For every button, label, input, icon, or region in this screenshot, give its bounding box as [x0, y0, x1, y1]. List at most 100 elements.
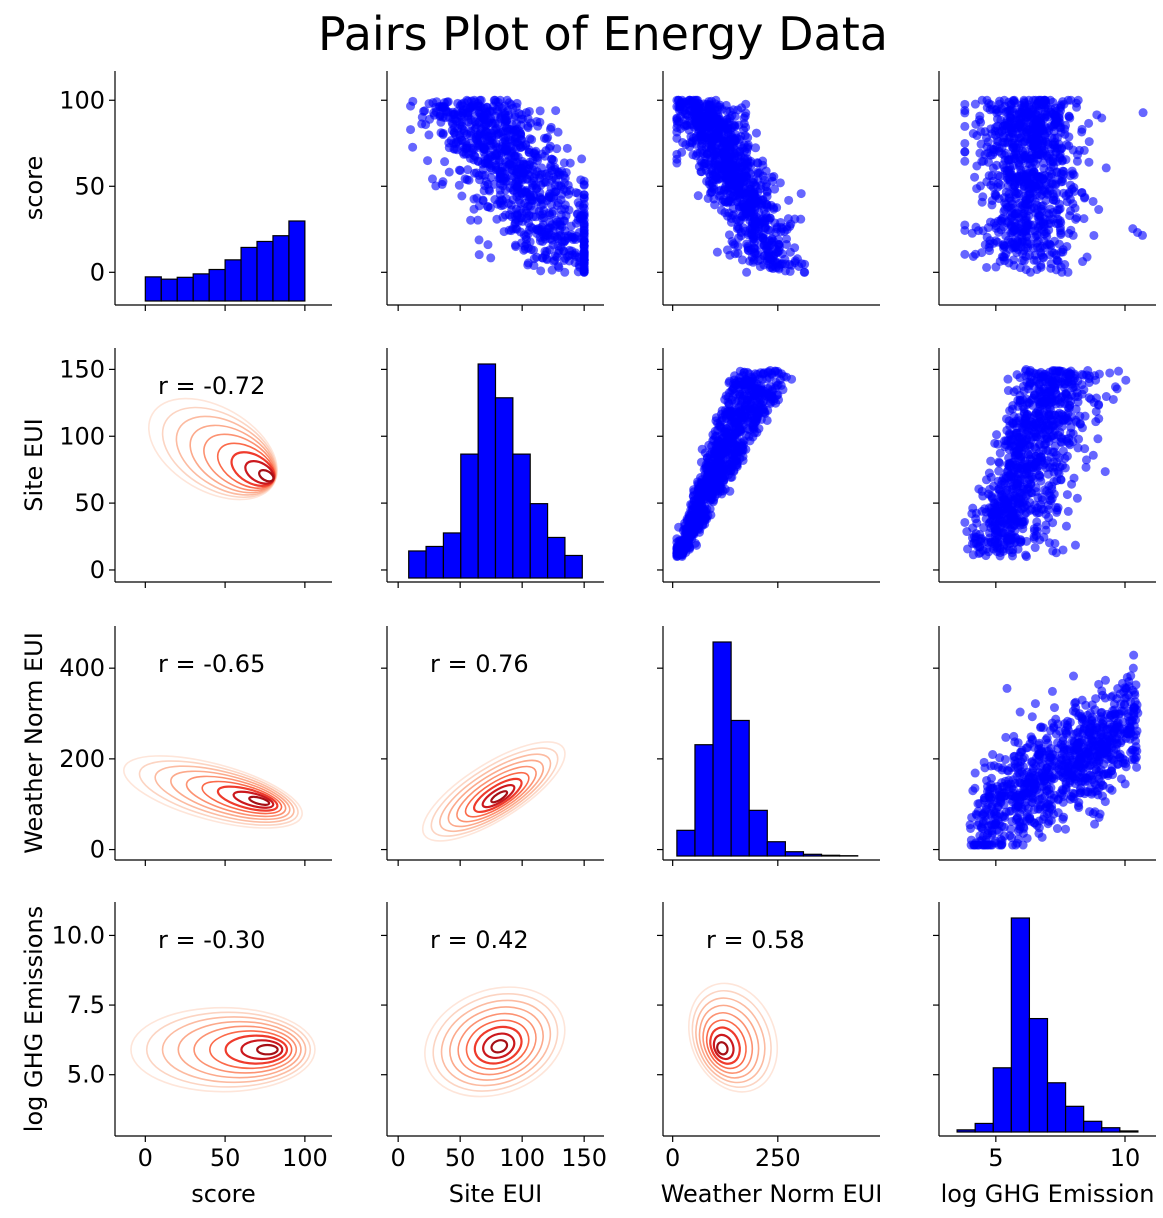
scatter-point [672, 116, 682, 126]
scatter-point [1006, 127, 1016, 137]
scatter-point [540, 250, 550, 260]
y-tick-label: 5.0 [67, 1061, 105, 1089]
scatter-point [796, 189, 806, 199]
scatter-point [1002, 536, 1012, 546]
scatter-point [730, 122, 740, 132]
hist-bar [224, 259, 242, 302]
scatter-point [1027, 147, 1037, 157]
scatter-point [518, 114, 528, 124]
scatter-point [994, 128, 1004, 138]
scatter-point [715, 462, 725, 472]
scatter-point [579, 263, 589, 273]
scatter-point [1128, 224, 1138, 234]
scatter-point [538, 220, 548, 230]
scatter-point [710, 168, 720, 178]
scatter-point [1043, 500, 1053, 510]
scatter-point [529, 149, 539, 159]
scatter-point [492, 214, 502, 224]
scatter-point [1056, 106, 1066, 116]
scatter-point [722, 167, 732, 177]
scatter-point [960, 147, 970, 157]
scatter-point [478, 196, 488, 206]
scatter-point [1013, 436, 1023, 446]
panel-log-ghg-emissions-vs-log-ghg-emissions: 5 10 [933, 902, 1156, 1172]
scatter-point [688, 491, 698, 501]
scatter-point [762, 415, 772, 425]
scatter-point [715, 438, 725, 448]
scatter-point [745, 158, 755, 168]
scatter-point [1067, 479, 1077, 489]
scatter-point [1040, 187, 1050, 197]
scatter-point [1036, 367, 1046, 377]
scatter-point [1027, 504, 1037, 514]
y-tick-label: 150 [59, 355, 105, 383]
scatter-point [1003, 374, 1013, 384]
scatter-point [711, 413, 721, 423]
scatter-point [1036, 113, 1046, 123]
scatter-point [782, 239, 792, 249]
scatter-point [520, 188, 530, 198]
scatter-point [1086, 394, 1096, 404]
scatter-point [739, 177, 749, 187]
histogram-site-eui [408, 363, 583, 579]
scatter-point [1005, 406, 1015, 416]
scatter-point [1058, 166, 1068, 176]
scatter-point [1065, 440, 1075, 450]
scatter-point [972, 184, 982, 194]
scatter-point [1068, 230, 1078, 240]
scatter-point [1121, 375, 1131, 385]
scatter-point [672, 133, 682, 143]
scatter-point [971, 508, 981, 518]
scatter-point [1026, 267, 1036, 277]
scatter-point [526, 245, 536, 255]
scatter-point [492, 130, 502, 140]
scatter-point [1032, 189, 1042, 199]
scatter-point [697, 145, 707, 155]
scatter-point [706, 106, 716, 116]
scatter-point [960, 121, 970, 131]
scatter-point [528, 196, 538, 206]
scatter-point [728, 437, 738, 447]
scatter-point [736, 189, 746, 199]
scatter-point [998, 528, 1008, 538]
scatter-point [1063, 506, 1073, 516]
scatter-point [1029, 532, 1039, 542]
scatter-point [482, 103, 492, 113]
hist-bar [712, 641, 732, 857]
scatter-point [756, 200, 766, 210]
scatter-point [719, 475, 729, 485]
x-tick-label: 0 [391, 1144, 406, 1172]
scatter-point [492, 104, 502, 114]
scatter-point [471, 134, 481, 144]
scatter-point [770, 257, 780, 267]
scatter-point [543, 132, 553, 142]
scatter-point [1023, 440, 1033, 450]
scatter-point [1061, 191, 1071, 201]
scatter-point [994, 458, 1004, 468]
scatter-point [1024, 482, 1034, 492]
scatter-point [466, 215, 476, 225]
scatter-point [496, 198, 506, 208]
hist-bar [1101, 1127, 1121, 1133]
scatter-point [1068, 169, 1078, 179]
scatter-point [1003, 386, 1013, 396]
scatter-point [1044, 126, 1054, 136]
scatter-point [974, 484, 984, 494]
scatter-point [981, 551, 991, 561]
scatter-point [406, 125, 416, 135]
scatter-point [985, 507, 995, 517]
scatter-point [579, 255, 589, 265]
scatter-point [1031, 136, 1041, 146]
scatter-point [790, 256, 800, 266]
hist-bar [442, 532, 462, 579]
scatter-point [509, 158, 519, 168]
scatter-point [1014, 189, 1024, 199]
scatter-point [960, 220, 970, 230]
scatter-point [1031, 101, 1041, 111]
scatter-point [1020, 415, 1030, 425]
scatter-point [749, 418, 759, 428]
x-tick-label: 0 [138, 1144, 153, 1172]
x-tick-label: 100 [282, 1144, 328, 1172]
scatter-point [408, 142, 418, 152]
